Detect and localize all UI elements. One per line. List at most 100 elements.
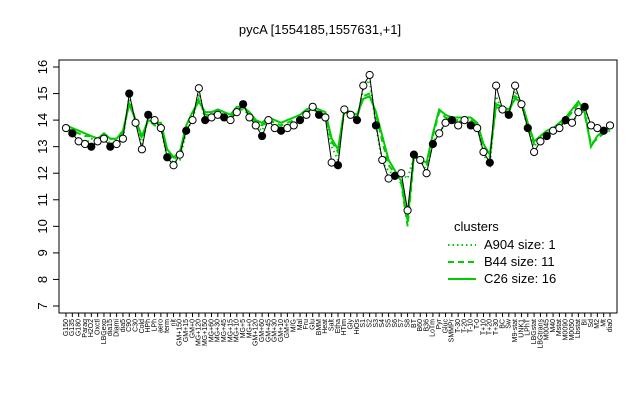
x-tick-label: dia0 (607, 319, 614, 332)
x-tick-label: GM+45 (265, 319, 272, 342)
x-tick-label: S6 (392, 319, 399, 328)
x-tick-label: aero (158, 319, 165, 333)
x-tick-label: Mt (601, 319, 608, 327)
data-point (264, 116, 273, 125)
x-tick-label: M40 (550, 319, 557, 333)
x-tick-label: B60 (417, 319, 424, 332)
data-point (333, 161, 343, 170)
x-tick-label: S1 (360, 319, 367, 328)
x-tick-label: Glu (310, 319, 317, 330)
x-tick-label: Mstat (556, 319, 563, 336)
data-point (371, 121, 381, 130)
data-point (131, 118, 140, 127)
data-point (378, 155, 387, 165)
data-point (504, 110, 513, 119)
x-tick-label: T+10 (480, 319, 487, 335)
x-tick-label: H2O2 (88, 319, 95, 337)
y-tick-label: 14 (35, 113, 50, 127)
data-point (112, 139, 121, 149)
x-tick-label: G150 (63, 319, 70, 336)
x-axis: G150 G135 G180 Paraq H2O2 Oxctl LBGexp dia15 Dia… (63, 312, 614, 349)
legend-label: A904 size: 1 (484, 237, 556, 252)
data-point (182, 126, 191, 135)
data-point (422, 169, 431, 178)
series-layer (65, 77, 611, 227)
x-tick-label: S8 (404, 319, 411, 328)
x-tick-label: LBGstat (531, 319, 538, 344)
x-tick-label: Lbstat (575, 319, 582, 338)
x-tick-label: BT (411, 318, 418, 328)
x-tick-label: Gluc (442, 319, 449, 334)
x-tick-label: Sd (588, 319, 595, 328)
data-point (416, 155, 425, 165)
x-tick-label: MG+15 (227, 319, 234, 342)
x-tick-label: Paraq (82, 319, 89, 338)
x-tick-label: Mal (297, 319, 304, 331)
data-point (175, 150, 184, 159)
x-tick-label: GM+120 (253, 319, 260, 346)
x-tick-label: SMMPr (449, 318, 456, 342)
data-point (340, 105, 349, 114)
y-tick-label: 9 (35, 249, 50, 256)
data-point (403, 206, 412, 215)
data-point (447, 116, 456, 125)
x-tick-label: BMM (316, 319, 323, 336)
x-tick-label: UNK1 (518, 319, 525, 338)
x-tick-label: GM+150 (177, 319, 184, 346)
x-tick-label: Etha (335, 319, 342, 334)
data-point (428, 139, 437, 149)
y-tick-label: 15 (35, 86, 50, 100)
x-tick-label: ferm (164, 319, 171, 333)
y-tick-label: 12 (35, 166, 50, 180)
data-point (574, 108, 583, 117)
data-point (397, 169, 406, 178)
x-tick-label: MG+45 (221, 319, 228, 342)
x-tick-label: T-10 (468, 319, 475, 333)
data-point (460, 116, 469, 125)
data-point (144, 110, 153, 119)
x-tick-label: GM+60 (259, 319, 266, 342)
x-tick-label: Sw (506, 318, 513, 329)
x-tick-label: GM+0 (189, 319, 196, 338)
data-point (295, 116, 305, 125)
x-tick-label: S4 (379, 319, 386, 328)
x-tick-label: Cold (139, 319, 146, 334)
y-tick-label: 11 (35, 193, 50, 207)
data-point (511, 81, 520, 90)
chart-title: pycA [1554185,1557631,+1] (239, 22, 401, 37)
data-point (87, 142, 96, 151)
legend: clusters A904 size: 1 B44 size: 11 C26 siz… (448, 219, 556, 286)
x-tick-label: Heat (322, 319, 329, 334)
x-tick-label: M2 (594, 319, 601, 329)
y-tick-label: 10 (35, 219, 50, 233)
data-point (251, 121, 260, 130)
x-tick-label: MG+30 (215, 319, 222, 342)
x-tick-label: S7 (398, 319, 405, 328)
data-point (599, 126, 608, 135)
x-tick-label: LBGexp (101, 319, 108, 344)
x-tick-label: T-20 (461, 319, 468, 333)
x-tick-label: GM+10 (278, 319, 285, 342)
x-tick-label: GM+30 (272, 319, 279, 342)
x-tick-label: Diami (113, 319, 120, 337)
data-point (61, 123, 71, 133)
x-tick-label: T-0 (474, 319, 481, 329)
x-tick-label: Pyr (436, 318, 443, 329)
x-tick-label: MG+5 (240, 319, 247, 338)
x-tick-label: S2 (366, 319, 373, 328)
data-point (536, 137, 545, 146)
x-tick-label: Gly (347, 319, 354, 330)
series-line-dotted (65, 77, 611, 181)
x-tick-label: BC (499, 319, 506, 329)
x-tick-label: M0045 (544, 319, 551, 341)
x-tick-label: dia15 (107, 319, 114, 336)
x-tick-label: G180 (75, 319, 82, 336)
data-point (542, 131, 551, 141)
data-point (163, 153, 172, 162)
data-point (435, 129, 444, 138)
data-point (289, 121, 298, 130)
x-tick-label: GM+15 (183, 319, 190, 342)
x-tick-label: M9-stat (512, 319, 519, 342)
data-point (555, 123, 564, 133)
